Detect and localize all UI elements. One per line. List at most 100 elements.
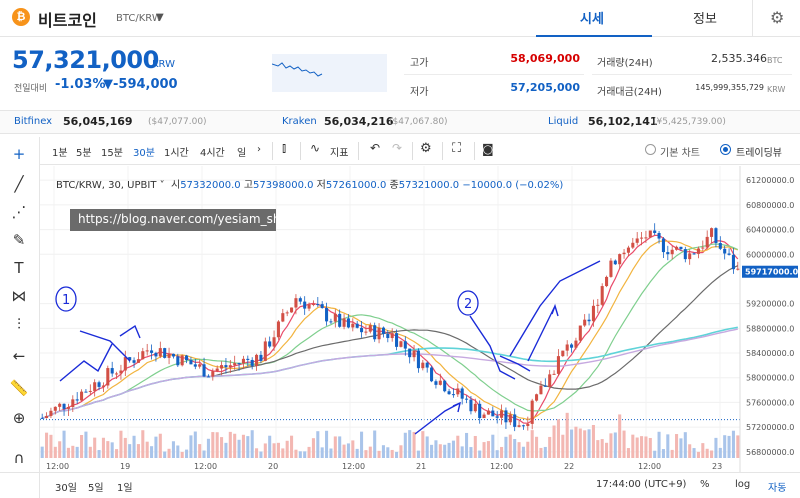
volume-bar (565, 412, 569, 458)
interval-15m[interactable]: 15분 (101, 148, 123, 159)
candle-body (338, 313, 342, 327)
range-1d[interactable]: 1일 (117, 483, 133, 494)
interval-4h[interactable]: 4시간 (200, 148, 225, 159)
log-toggle[interactable]: log (735, 479, 751, 490)
candle-body (653, 230, 657, 234)
basic-chart-radio[interactable] (645, 144, 656, 155)
volume-bar (473, 435, 477, 458)
chevron-down-icon[interactable]: › (257, 144, 261, 155)
candle-style-icon[interactable]: ⫾ (282, 141, 287, 156)
candle-body (526, 423, 530, 426)
indicator-icon[interactable]: ∿ (310, 141, 321, 155)
volume-bar (543, 446, 547, 458)
volume-bar (58, 441, 62, 458)
ma-line-40 (42, 265, 739, 419)
candle-body (373, 325, 377, 340)
volume-bar (723, 435, 727, 458)
interval-30m[interactable]: 30분 (133, 148, 155, 159)
volume-bar (561, 434, 565, 458)
time-display[interactable]: 17:44:00 (UTC+9) (596, 479, 687, 490)
candle-body (600, 286, 604, 305)
camera-icon[interactable]: ◙ (482, 142, 494, 156)
auto-toggle[interactable]: 자동 (768, 483, 787, 494)
pattern-tool-icon[interactable]: ⋈ (11, 287, 27, 305)
candle-body (128, 357, 132, 361)
measure-tool-icon[interactable]: ⫶ (17, 315, 21, 333)
candle-body (565, 344, 569, 351)
interval-day[interactable]: 일 (237, 148, 247, 159)
symbol-info[interactable]: BTC/KRW, 30, UPBIT (56, 180, 157, 191)
volume-bar (250, 430, 254, 458)
volume-bar (653, 450, 657, 458)
tab-info[interactable]: 정보 (693, 12, 717, 27)
tradingview-label[interactable]: 트레이딩뷰 (736, 148, 782, 159)
interval-1m[interactable]: 1분 (52, 148, 68, 159)
volume-bar (202, 450, 206, 458)
candle-body (276, 321, 280, 338)
tradingview-radio[interactable] (720, 144, 731, 155)
candle-body (408, 348, 412, 358)
volume-bar (53, 446, 57, 458)
y-tick-label: 60000000.0 (746, 250, 794, 259)
gear-icon[interactable]: ⚙ (770, 8, 785, 27)
magnet-icon[interactable]: ∩ (13, 449, 25, 467)
toolbar-divider (412, 142, 413, 160)
volume-bar (259, 451, 263, 458)
volume-bar (132, 435, 136, 458)
candle-body (307, 304, 311, 309)
interval-1h[interactable]: 1시간 (164, 148, 189, 159)
volume-bar (478, 450, 482, 458)
y-tick-label: 59200000.0 (746, 300, 794, 309)
candle-body (622, 252, 626, 255)
ma-line-80 (42, 326, 738, 419)
change-value: −10000.0 (−0.02%) (462, 180, 564, 191)
x-tick-label: 21 (416, 462, 426, 471)
undo-icon[interactable]: ↶ (370, 141, 381, 155)
exchange-prices-row: Bitfinex 56,045,169 ($47,077.00) Kraken … (0, 110, 800, 134)
candle-body (465, 398, 469, 400)
tab-quote[interactable]: 시세 (580, 12, 604, 27)
fullscreen-icon[interactable]: ⛶ (452, 141, 462, 156)
candle-body (670, 249, 674, 255)
candle-body (666, 252, 670, 255)
price-chart[interactable]: 1 2 61200000.0 60800000.0 60400000.0 6000000… (40, 166, 800, 472)
candle-body (320, 304, 324, 309)
range-5d[interactable]: 5일 (88, 483, 104, 494)
volume-bar (438, 444, 442, 458)
coin-name[interactable]: 비트코인 (38, 11, 97, 30)
interval-5m[interactable]: 5분 (76, 148, 92, 159)
volume-bar (66, 447, 70, 458)
trend-line-icon[interactable]: ╱ (14, 175, 24, 193)
candle-body (368, 325, 372, 332)
range-30d[interactable]: 30일 (55, 483, 77, 494)
candle-body (736, 268, 740, 270)
volume-bar (517, 442, 521, 458)
indicator-button[interactable]: 지표 (330, 148, 349, 159)
volume-bar (491, 434, 495, 458)
candle-body (491, 410, 495, 417)
percent-toggle[interactable]: % (700, 479, 710, 490)
redo-icon[interactable]: ↷ (392, 141, 403, 155)
volume-bar (714, 437, 718, 458)
text-tool-icon[interactable]: T (14, 259, 24, 277)
ruler-icon[interactable]: 📏 (9, 379, 29, 397)
back-arrow-icon[interactable]: ← (12, 347, 26, 365)
settings-icon[interactable]: ⚙ (420, 141, 432, 156)
candle-body (246, 358, 250, 360)
fib-tool-icon[interactable]: ⋰ (11, 203, 27, 221)
candle-body (500, 410, 504, 418)
zoom-in-icon[interactable]: ⊕ (12, 409, 26, 427)
brush-icon[interactable]: ✎ (12, 231, 26, 249)
candle-body (731, 254, 735, 270)
volume-bar (106, 441, 110, 458)
chevron-down-icon[interactable]: ▼ (156, 12, 164, 23)
low-label: 저가 (410, 87, 429, 98)
toolbar-divider (272, 142, 273, 160)
volume-bar (591, 424, 595, 458)
y-tick-label: 58000000.0 (746, 374, 794, 383)
volume-bar (285, 440, 289, 458)
volume-bar (657, 431, 661, 458)
basic-chart-label[interactable]: 기본 차트 (660, 148, 700, 159)
crosshair-icon[interactable]: + (12, 145, 26, 163)
volume-bar (241, 434, 245, 458)
